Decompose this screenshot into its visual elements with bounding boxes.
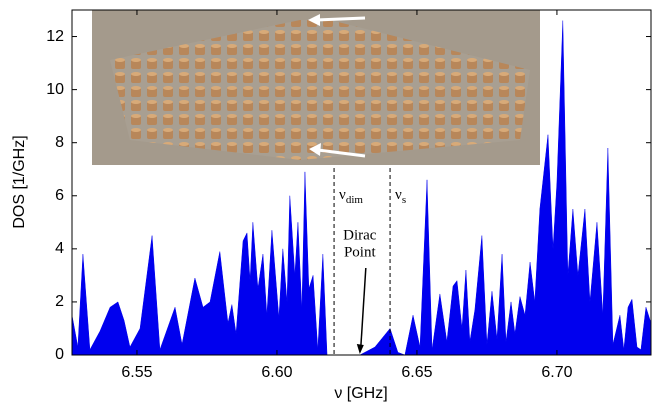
y-axis-label: DOS [1/GHz] (11, 135, 28, 228)
annotation-symbol: ν (339, 187, 346, 203)
arrow-head (356, 344, 364, 354)
annotation: νs (395, 187, 406, 205)
y-tick-label: 8 (55, 134, 64, 151)
annotation-arrow (360, 267, 367, 348)
y-tick-label: 2 (55, 293, 64, 310)
annotation: Dirac (343, 227, 377, 243)
dos-area (71, 20, 652, 356)
inset-photo (92, 10, 540, 165)
axes-frame (71, 9, 652, 356)
annotation-subscript: s (402, 194, 406, 206)
x-tick-label: 6.65 (401, 364, 432, 381)
y-tick-label: 12 (46, 28, 64, 45)
x-tick-label: 6.60 (261, 364, 292, 381)
x-tick-label: 6.55 (121, 364, 152, 381)
y-tick-label: 6 (55, 187, 64, 204)
plot-area (71, 20, 652, 356)
y-tick-label: 0 (55, 346, 64, 363)
x-tick-label: 6.70 (541, 364, 572, 381)
annotation: νdim (339, 187, 363, 205)
annotation-subscript: dim (346, 194, 364, 206)
annotation-symbol: ν (395, 187, 402, 203)
x-axis-label: ν [GHz] (334, 385, 387, 402)
y-tick-label: 10 (46, 81, 64, 98)
y-tick-label: 4 (55, 240, 64, 257)
annotation: Point (344, 244, 377, 260)
